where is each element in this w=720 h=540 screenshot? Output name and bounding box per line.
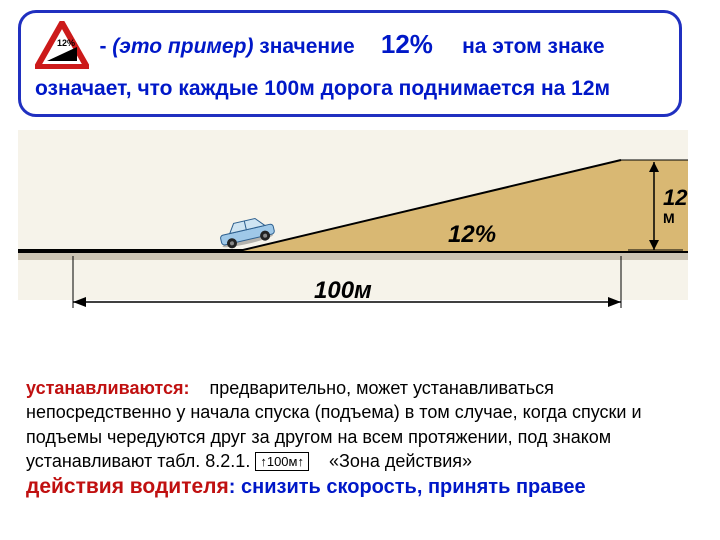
line1-b: на этом знаке: [462, 35, 604, 58]
slope-diagram: 12 М 100м 12%: [18, 130, 688, 350]
footer-text: устанавливаются: предварительно, может у…: [26, 376, 686, 502]
actions-label: действия водителя: [26, 475, 229, 498]
zone-label: «Зона действия»: [329, 451, 472, 471]
zone-plate-icon: ↑100м↑: [255, 452, 309, 472]
info-text: - (это пример) значение 12% на этом знак…: [35, 35, 610, 100]
sign-percent-text: 12%: [57, 38, 75, 48]
line1-a: значение: [259, 35, 354, 58]
example-label: (это пример): [112, 35, 253, 58]
svg-text:М: М: [663, 210, 675, 226]
warning-sign-icon: 12%: [35, 21, 89, 74]
svg-text:12: 12: [663, 185, 688, 210]
percent-value: 12%: [381, 29, 433, 59]
line2: означает, что каждые 100м дорога поднима…: [35, 77, 610, 100]
svg-text:100м: 100м: [314, 277, 372, 304]
install-label: устанавливаются:: [26, 378, 189, 398]
info-box: 12% - (это пример) значение 12% на этом …: [18, 10, 682, 117]
actions-text: : снизить скорость, принять правее: [229, 476, 586, 498]
svg-text:12%: 12%: [448, 221, 496, 248]
